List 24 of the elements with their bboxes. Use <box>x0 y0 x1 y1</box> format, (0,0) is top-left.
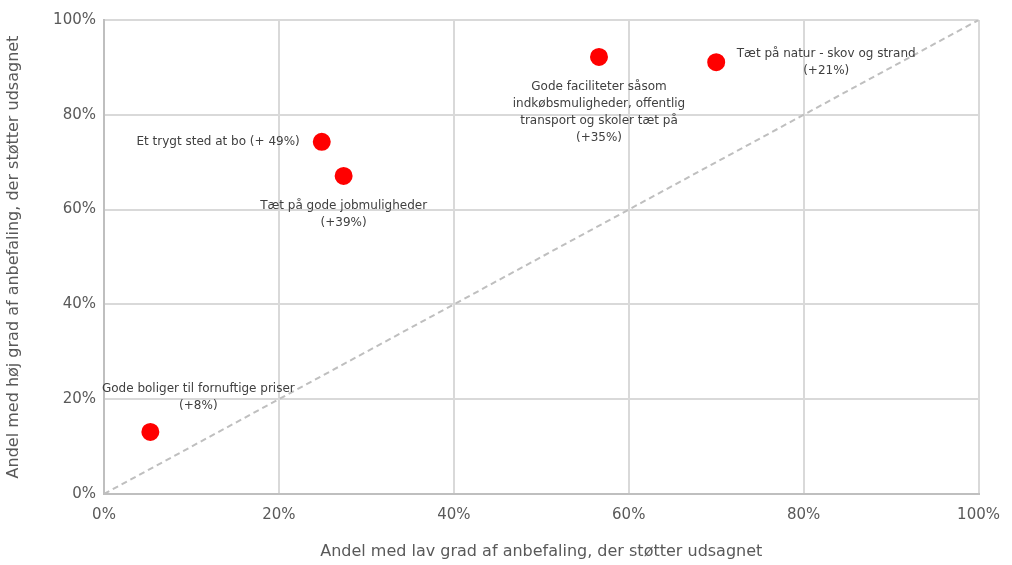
y-tick-label: 80% <box>62 104 96 123</box>
x-axis-title: Andel med lav grad af anbefaling, der støtter udsagnet <box>320 540 763 560</box>
point <box>334 166 353 185</box>
point <box>312 132 331 151</box>
annotation: Gode boliger til fornuftige priser (+8%) <box>101 381 295 413</box>
x-tick-label: 20% <box>262 504 296 523</box>
point <box>707 53 726 72</box>
y-axis-title: Andel med høj grad af anbefaling, der støtter udsagnet <box>2 35 22 479</box>
y-tick-label: 60% <box>62 199 96 218</box>
x-tick-label: 80% <box>786 504 821 523</box>
x-tick-label: 60% <box>612 504 646 523</box>
annotation: Et trygt sted at bo (+ 49%) <box>136 133 300 148</box>
y-tick-label: 40% <box>62 294 96 313</box>
x-tick-label: 100% <box>957 504 1000 523</box>
y-tick-label: 0% <box>72 483 96 502</box>
point <box>141 422 160 441</box>
x-tick-label: 40% <box>437 504 471 523</box>
y-tick-label: 20% <box>62 389 96 408</box>
annotation: Gode faciliteter såsom indkøbsmuligheder, offentlig transport og skoler tæt på (+35%) <box>512 79 686 145</box>
point <box>590 47 608 66</box>
annotation: Tæt på natur - skov og strand (+21%) <box>735 46 916 78</box>
annotation: Tæt på gode jobmuligheder (+39%) <box>259 198 428 230</box>
x-tick-label: 0% <box>92 504 116 523</box>
y-tick-label: 100% <box>53 9 96 28</box>
